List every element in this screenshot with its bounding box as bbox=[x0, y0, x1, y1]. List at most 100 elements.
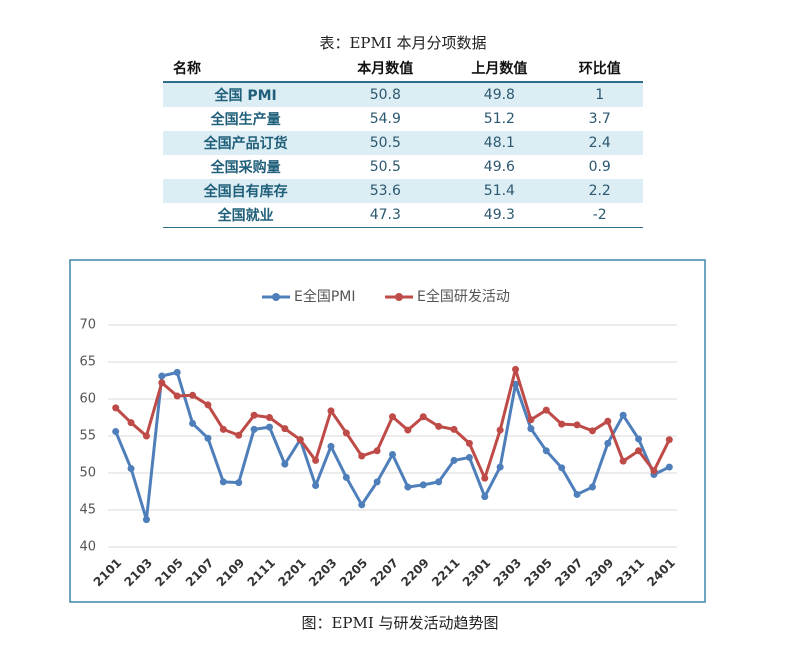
series-line bbox=[114, 370, 670, 522]
point bbox=[404, 426, 412, 434]
column-header: 名称 bbox=[163, 55, 329, 83]
y-tick-label: 55 bbox=[79, 429, 96, 444]
x-tick-label: 2111 bbox=[245, 556, 279, 590]
cell: 48.1 bbox=[442, 131, 557, 155]
point bbox=[527, 425, 535, 433]
point bbox=[542, 406, 550, 414]
point bbox=[142, 516, 150, 524]
legend-label: E全国PMI bbox=[294, 288, 356, 305]
point bbox=[219, 425, 227, 433]
cell: 53.6 bbox=[328, 179, 443, 203]
point bbox=[635, 435, 643, 443]
point bbox=[250, 411, 258, 419]
point bbox=[265, 414, 273, 421]
cell: 1 bbox=[556, 82, 643, 107]
y-tick-label: 40 bbox=[79, 540, 96, 555]
point bbox=[358, 452, 366, 460]
point bbox=[312, 456, 320, 464]
point bbox=[604, 439, 612, 447]
x-tick-label: 2101 bbox=[91, 556, 125, 590]
x-tick-label: 2103 bbox=[122, 556, 156, 590]
x-tick-label: 2107 bbox=[183, 556, 217, 590]
point bbox=[189, 391, 197, 399]
x-tick-label: 2205 bbox=[337, 556, 371, 590]
point bbox=[219, 478, 227, 486]
x-tick-label: 2201 bbox=[275, 556, 309, 590]
column-header: 本月数值 bbox=[328, 55, 443, 83]
legend-label: E全国研发活动 bbox=[417, 288, 510, 305]
cell: 2.2 bbox=[556, 179, 643, 203]
point bbox=[450, 456, 458, 464]
point bbox=[635, 447, 643, 455]
point bbox=[465, 439, 473, 447]
point bbox=[281, 425, 289, 433]
legend-marker bbox=[395, 293, 403, 301]
point bbox=[173, 368, 181, 376]
cell: 全国 PMI bbox=[163, 82, 329, 107]
point bbox=[665, 463, 673, 471]
y-tick-label: 45 bbox=[79, 503, 96, 518]
point bbox=[512, 365, 520, 373]
x-tick-label: 2301 bbox=[460, 556, 494, 590]
cell: 全国自有库存 bbox=[163, 179, 329, 203]
point bbox=[158, 372, 166, 380]
cell: 3.7 bbox=[588, 111, 611, 127]
cell: 51.2 bbox=[483, 111, 515, 127]
point bbox=[604, 417, 612, 425]
cell: 全国产品订货 bbox=[163, 131, 329, 155]
point bbox=[558, 420, 566, 428]
point bbox=[142, 432, 150, 440]
point bbox=[373, 447, 381, 455]
x-tick-label: 2311 bbox=[614, 556, 648, 590]
point bbox=[127, 419, 135, 427]
point bbox=[465, 453, 473, 461]
point bbox=[481, 493, 489, 501]
cell: 全国采购量 bbox=[210, 160, 281, 176]
point bbox=[573, 421, 581, 429]
cell: -2 bbox=[556, 203, 643, 228]
x-tick-label: 2203 bbox=[306, 556, 340, 590]
point bbox=[389, 413, 396, 421]
point bbox=[127, 465, 135, 473]
point bbox=[573, 490, 581, 498]
table-title: 表：EPMI 本月分项数据 bbox=[319, 34, 487, 52]
point bbox=[235, 479, 243, 487]
column-header: 上月数值 bbox=[442, 55, 557, 83]
cell: 全国生产量 bbox=[210, 112, 281, 128]
point bbox=[435, 422, 443, 430]
point bbox=[373, 478, 381, 486]
cell: 51.4 bbox=[442, 179, 557, 203]
point bbox=[481, 474, 489, 482]
point bbox=[265, 423, 273, 431]
point bbox=[527, 416, 535, 424]
point bbox=[496, 426, 504, 434]
point bbox=[158, 379, 166, 387]
point bbox=[358, 501, 366, 509]
cell: 2.4 bbox=[556, 131, 643, 155]
x-tick-label: 2109 bbox=[214, 556, 248, 590]
point bbox=[173, 392, 181, 400]
point bbox=[450, 425, 458, 433]
point bbox=[650, 467, 658, 475]
series-line bbox=[114, 367, 671, 480]
cell: 54.9 bbox=[369, 111, 401, 127]
column-header: 环比值 bbox=[556, 55, 643, 83]
data-table: 名称 本月数值 上月数值 环比值 全国 PMI 50.8 49.8 1 全国生产量 54.9 51.… bbox=[163, 55, 643, 228]
point bbox=[619, 411, 627, 419]
point bbox=[342, 429, 350, 437]
point bbox=[204, 434, 212, 442]
point bbox=[112, 428, 120, 436]
point bbox=[281, 460, 289, 468]
point bbox=[588, 427, 596, 435]
y-tick-label: 70 bbox=[79, 318, 96, 333]
point bbox=[558, 464, 566, 472]
x-tick-label: 2207 bbox=[368, 556, 402, 590]
cell: 50.5 bbox=[369, 159, 401, 175]
point bbox=[665, 436, 673, 444]
point bbox=[496, 463, 504, 471]
point bbox=[250, 425, 258, 433]
cell: 49.3 bbox=[442, 203, 557, 228]
y-tick-label: 60 bbox=[79, 392, 96, 407]
point bbox=[235, 431, 243, 439]
x-tick-label: 2105 bbox=[152, 556, 186, 590]
